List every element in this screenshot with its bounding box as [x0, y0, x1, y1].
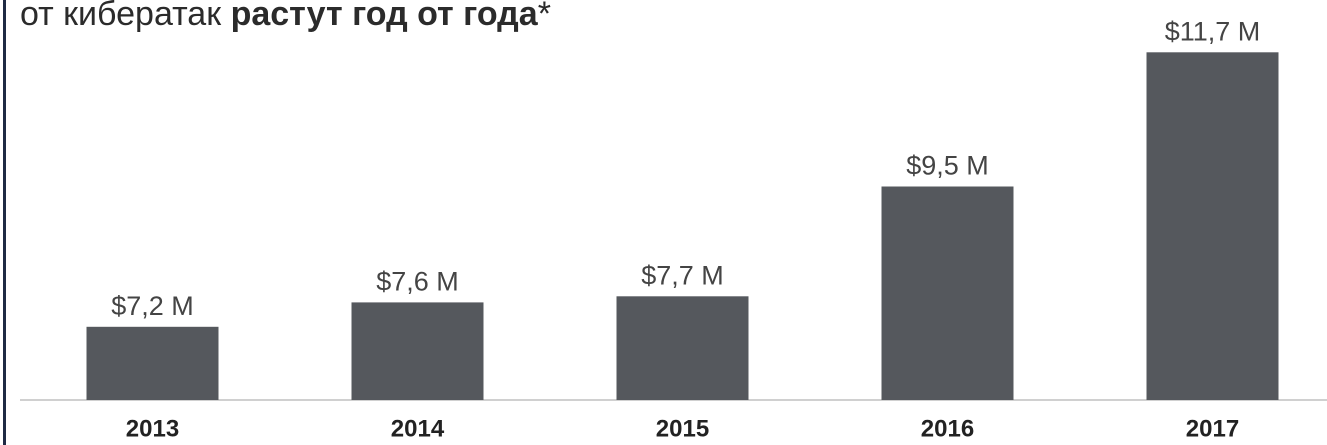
value-label: $9,5 M: [906, 151, 989, 181]
value-label: $7,7 M: [641, 260, 724, 290]
value-label: $11,7 M: [1165, 16, 1261, 46]
bar: [351, 302, 484, 400]
bar: [881, 186, 1014, 400]
left-border: [3, 0, 6, 445]
bar: [86, 326, 219, 400]
value-label: $7,2 M: [111, 291, 194, 321]
title-bold: растут год от года: [231, 0, 539, 33]
bar: [616, 296, 749, 400]
bar: [1146, 52, 1279, 401]
x-tick-label: 2015: [656, 415, 709, 442]
x-tick-label: 2017: [1186, 415, 1239, 442]
title-normal: от кибератак: [20, 0, 222, 33]
x-tick-label: 2014: [391, 415, 445, 442]
x-tick-label: 2016: [921, 415, 974, 442]
chart-title: от кибератак растут год от года*: [20, 0, 551, 33]
value-label: $7,6 M: [376, 267, 459, 297]
x-tick-label: 2013: [126, 415, 179, 442]
title-suffix: *: [538, 0, 551, 33]
